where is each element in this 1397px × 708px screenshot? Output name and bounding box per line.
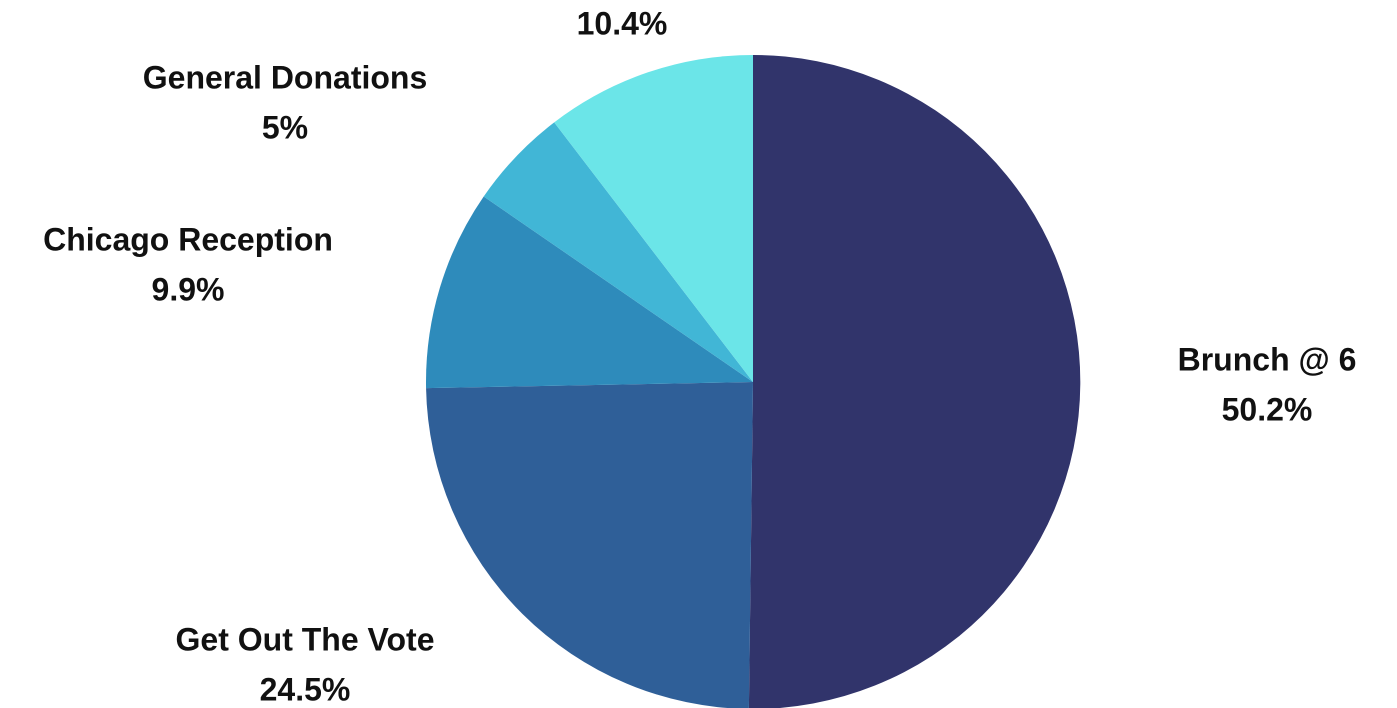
slice-name-label-0: Brunch @ 6 — [1178, 341, 1357, 377]
slice-value-label-0: 50.2% — [1222, 391, 1313, 427]
slice-value-label-1: 24.5% — [260, 671, 351, 707]
pie-labels: Brunch @ 6 50.2% Get Out The Vote 24.5% Chic… — [43, 5, 1356, 707]
slice-value-label-4: 10.4% — [577, 5, 668, 41]
slice-name-label-2: Chicago Reception — [43, 221, 333, 257]
pie-slice-0 — [748, 55, 1081, 708]
slice-name-label-1: Get Out The Vote — [176, 621, 435, 657]
pie-slice-2 — [426, 196, 753, 389]
slice-value-label-3: 5% — [262, 109, 308, 145]
slice-value-label-2: 9.9% — [152, 271, 225, 307]
pie-slice-4 — [554, 55, 753, 382]
pie-slice-1 — [426, 382, 753, 708]
pie-slice-3 — [483, 122, 753, 383]
slice-name-label-3: General Donations — [143, 59, 428, 95]
pie-slices — [426, 55, 1081, 708]
